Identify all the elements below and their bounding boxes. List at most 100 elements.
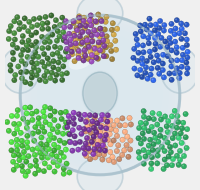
Circle shape — [72, 59, 77, 64]
Circle shape — [63, 49, 68, 54]
Circle shape — [147, 49, 152, 54]
Circle shape — [86, 42, 88, 44]
Circle shape — [111, 123, 116, 128]
Circle shape — [57, 158, 62, 163]
Circle shape — [146, 143, 151, 148]
Circle shape — [89, 139, 94, 145]
Circle shape — [86, 142, 91, 147]
Circle shape — [53, 25, 55, 27]
Circle shape — [32, 152, 38, 158]
Circle shape — [162, 167, 164, 169]
Circle shape — [13, 31, 14, 33]
Circle shape — [52, 136, 54, 138]
Circle shape — [103, 132, 109, 138]
Circle shape — [4, 119, 10, 125]
Circle shape — [161, 166, 166, 172]
Circle shape — [97, 44, 99, 46]
Circle shape — [83, 49, 85, 50]
Circle shape — [160, 67, 165, 73]
Circle shape — [30, 76, 32, 78]
Circle shape — [117, 123, 123, 128]
Circle shape — [167, 71, 172, 76]
Circle shape — [97, 152, 102, 157]
Circle shape — [32, 139, 34, 141]
Circle shape — [9, 63, 10, 65]
Circle shape — [179, 36, 184, 42]
Circle shape — [159, 128, 161, 130]
Circle shape — [91, 125, 97, 131]
Circle shape — [154, 42, 156, 44]
Circle shape — [114, 48, 116, 50]
Circle shape — [158, 72, 159, 74]
Circle shape — [55, 73, 57, 75]
Circle shape — [165, 54, 171, 59]
Circle shape — [47, 132, 53, 137]
Circle shape — [150, 162, 152, 164]
Circle shape — [57, 68, 59, 70]
Circle shape — [9, 69, 11, 71]
Circle shape — [125, 143, 127, 145]
Circle shape — [78, 140, 80, 142]
Circle shape — [164, 124, 169, 129]
Circle shape — [108, 118, 113, 123]
Circle shape — [179, 58, 185, 63]
Circle shape — [174, 144, 175, 146]
Circle shape — [42, 114, 47, 119]
Circle shape — [183, 111, 188, 117]
Circle shape — [36, 116, 41, 121]
Circle shape — [58, 150, 64, 155]
Circle shape — [62, 172, 64, 174]
Circle shape — [184, 22, 189, 27]
Circle shape — [168, 36, 170, 38]
Circle shape — [25, 140, 30, 145]
Circle shape — [165, 129, 170, 135]
Circle shape — [107, 131, 112, 137]
Circle shape — [162, 135, 167, 141]
Circle shape — [79, 41, 84, 46]
Circle shape — [137, 51, 139, 53]
Circle shape — [43, 14, 48, 20]
Circle shape — [65, 47, 67, 49]
Circle shape — [185, 61, 186, 63]
Circle shape — [100, 143, 106, 148]
Circle shape — [132, 56, 134, 58]
Circle shape — [141, 147, 146, 153]
Circle shape — [89, 131, 91, 133]
Circle shape — [147, 117, 149, 118]
Ellipse shape — [84, 73, 116, 113]
Circle shape — [8, 68, 13, 73]
Circle shape — [48, 123, 50, 125]
Circle shape — [18, 70, 24, 75]
Circle shape — [140, 43, 146, 48]
Circle shape — [126, 135, 127, 137]
Circle shape — [37, 116, 39, 118]
Circle shape — [114, 26, 120, 31]
Circle shape — [64, 50, 66, 52]
Circle shape — [92, 28, 98, 33]
Circle shape — [102, 117, 107, 122]
Circle shape — [93, 147, 95, 149]
Circle shape — [92, 28, 97, 33]
Circle shape — [145, 59, 147, 61]
Circle shape — [149, 66, 154, 71]
Circle shape — [89, 17, 94, 23]
Circle shape — [179, 140, 184, 146]
Circle shape — [159, 35, 164, 40]
Circle shape — [111, 21, 113, 23]
Circle shape — [31, 55, 33, 57]
Circle shape — [164, 162, 170, 168]
Circle shape — [29, 60, 35, 65]
Circle shape — [30, 71, 32, 73]
Circle shape — [34, 46, 36, 48]
Circle shape — [78, 29, 84, 35]
Circle shape — [71, 121, 77, 127]
Circle shape — [108, 132, 110, 134]
Circle shape — [21, 24, 27, 30]
Circle shape — [145, 28, 147, 30]
Circle shape — [36, 121, 41, 126]
Circle shape — [116, 143, 121, 148]
Circle shape — [11, 153, 16, 158]
Circle shape — [40, 124, 45, 130]
Circle shape — [101, 50, 103, 51]
Circle shape — [30, 61, 32, 63]
